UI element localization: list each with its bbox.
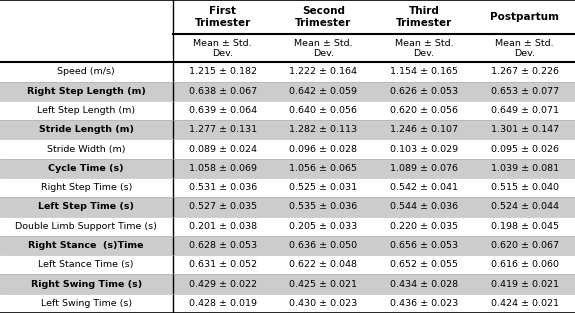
Text: Speed (m/s): Speed (m/s): [58, 67, 115, 76]
Bar: [0, 236, 575, 255]
Bar: [0, 120, 575, 139]
Text: 0.535 ± 0.036: 0.535 ± 0.036: [289, 203, 358, 211]
Text: Stride Length (m): Stride Length (m): [39, 125, 134, 134]
Text: Left Step Length (m): Left Step Length (m): [37, 106, 135, 115]
Text: 0.096 ± 0.028: 0.096 ± 0.028: [289, 145, 358, 154]
Text: 0.620 ± 0.067: 0.620 ± 0.067: [490, 241, 559, 250]
Text: 1.267 ± 0.226: 1.267 ± 0.226: [490, 67, 559, 76]
Text: Second
Trimester: Second Trimester: [296, 6, 351, 28]
Text: Mean ± Std.
Dev.: Mean ± Std. Dev.: [395, 38, 453, 58]
Text: 0.527 ± 0.035: 0.527 ± 0.035: [189, 203, 257, 211]
Text: Stride Width (m): Stride Width (m): [47, 145, 125, 154]
Text: 0.429 ± 0.022: 0.429 ± 0.022: [189, 280, 257, 289]
Text: Right Swing Time (s): Right Swing Time (s): [30, 280, 142, 289]
Text: 0.542 ± 0.041: 0.542 ± 0.041: [390, 183, 458, 192]
Text: 0.652 ± 0.055: 0.652 ± 0.055: [390, 260, 458, 269]
Text: 0.103 ± 0.029: 0.103 ± 0.029: [390, 145, 458, 154]
Text: 1.056 ± 0.065: 1.056 ± 0.065: [289, 164, 358, 173]
Text: 0.638 ± 0.067: 0.638 ± 0.067: [189, 87, 257, 96]
Bar: [0, 255, 575, 275]
Text: 0.095 ± 0.026: 0.095 ± 0.026: [490, 145, 559, 154]
Text: 0.524 ± 0.044: 0.524 ± 0.044: [490, 203, 559, 211]
Text: 1.039 ± 0.081: 1.039 ± 0.081: [490, 164, 559, 173]
Text: Left Step Time (s): Left Step Time (s): [39, 203, 134, 211]
Text: 1.215 ± 0.182: 1.215 ± 0.182: [189, 67, 257, 76]
Text: 0.649 ± 0.071: 0.649 ± 0.071: [490, 106, 559, 115]
Text: 1.154 ± 0.165: 1.154 ± 0.165: [390, 67, 458, 76]
Text: Left Swing Time (s): Left Swing Time (s): [41, 299, 132, 308]
Text: Mean ± Std.
Dev.: Mean ± Std. Dev.: [194, 38, 252, 58]
Text: 1.246 ± 0.107: 1.246 ± 0.107: [390, 125, 458, 134]
Bar: [0, 139, 575, 159]
Text: 0.525 ± 0.031: 0.525 ± 0.031: [289, 183, 358, 192]
Text: 0.424 ± 0.021: 0.424 ± 0.021: [490, 299, 559, 308]
Text: Cycle Time (s): Cycle Time (s): [48, 164, 124, 173]
Text: 0.642 ± 0.059: 0.642 ± 0.059: [289, 87, 358, 96]
Text: 1.301 ± 0.147: 1.301 ± 0.147: [490, 125, 559, 134]
Bar: [0, 294, 575, 313]
Text: 0.656 ± 0.053: 0.656 ± 0.053: [390, 241, 458, 250]
Text: 0.428 ± 0.019: 0.428 ± 0.019: [189, 299, 257, 308]
Text: 0.089 ± 0.024: 0.089 ± 0.024: [189, 145, 257, 154]
Text: 0.626 ± 0.053: 0.626 ± 0.053: [390, 87, 458, 96]
Text: 0.622 ± 0.048: 0.622 ± 0.048: [289, 260, 358, 269]
Text: 0.531 ± 0.036: 0.531 ± 0.036: [189, 183, 257, 192]
Text: Mean ± Std.
Dev.: Mean ± Std. Dev.: [294, 38, 352, 58]
Text: 0.653 ± 0.077: 0.653 ± 0.077: [490, 87, 559, 96]
Text: 0.636 ± 0.050: 0.636 ± 0.050: [289, 241, 358, 250]
Text: 0.616 ± 0.060: 0.616 ± 0.060: [490, 260, 559, 269]
Bar: [0, 34, 575, 62]
Text: 0.620 ± 0.056: 0.620 ± 0.056: [390, 106, 458, 115]
Bar: [0, 81, 575, 101]
Bar: [0, 159, 575, 178]
Text: 0.425 ± 0.021: 0.425 ± 0.021: [289, 280, 358, 289]
Text: Postpartum: Postpartum: [490, 12, 559, 22]
Text: Left Stance Time (s): Left Stance Time (s): [39, 260, 134, 269]
Text: 0.434 ± 0.028: 0.434 ± 0.028: [390, 280, 458, 289]
Text: 0.419 ± 0.021: 0.419 ± 0.021: [490, 280, 559, 289]
Bar: [0, 197, 575, 217]
Text: Right Stance  (s)Time: Right Stance (s)Time: [29, 241, 144, 250]
Text: First
Trimester: First Trimester: [195, 6, 251, 28]
Text: 0.436 ± 0.023: 0.436 ± 0.023: [390, 299, 458, 308]
Text: 0.640 ± 0.056: 0.640 ± 0.056: [289, 106, 358, 115]
Text: 0.515 ± 0.040: 0.515 ± 0.040: [490, 183, 559, 192]
Text: 1.089 ± 0.076: 1.089 ± 0.076: [390, 164, 458, 173]
Text: 0.544 ± 0.036: 0.544 ± 0.036: [390, 203, 458, 211]
Text: 1.058 ± 0.069: 1.058 ± 0.069: [189, 164, 257, 173]
Text: 0.220 ± 0.035: 0.220 ± 0.035: [390, 222, 458, 231]
Text: 0.430 ± 0.023: 0.430 ± 0.023: [289, 299, 358, 308]
Bar: [0, 217, 575, 236]
Text: 1.277 ± 0.131: 1.277 ± 0.131: [189, 125, 257, 134]
Text: Double Limb Support Time (s): Double Limb Support Time (s): [16, 222, 157, 231]
Text: 0.198 ± 0.045: 0.198 ± 0.045: [490, 222, 559, 231]
Text: Right Step Length (m): Right Step Length (m): [27, 87, 145, 96]
Bar: [0, 275, 575, 294]
Text: 0.201 ± 0.038: 0.201 ± 0.038: [189, 222, 257, 231]
Text: 1.282 ± 0.113: 1.282 ± 0.113: [289, 125, 358, 134]
Bar: [0, 101, 575, 120]
Bar: [0, 0, 575, 34]
Text: Third
Trimester: Third Trimester: [396, 6, 452, 28]
Text: 1.222 ± 0.164: 1.222 ± 0.164: [289, 67, 358, 76]
Text: Mean ± Std.
Dev.: Mean ± Std. Dev.: [496, 38, 554, 58]
Bar: [0, 178, 575, 197]
Text: 0.205 ± 0.033: 0.205 ± 0.033: [289, 222, 358, 231]
Text: 0.628 ± 0.053: 0.628 ± 0.053: [189, 241, 257, 250]
Text: Right Step Time (s): Right Step Time (s): [41, 183, 132, 192]
Text: 0.631 ± 0.052: 0.631 ± 0.052: [189, 260, 257, 269]
Bar: [0, 62, 575, 81]
Text: 0.639 ± 0.064: 0.639 ± 0.064: [189, 106, 257, 115]
